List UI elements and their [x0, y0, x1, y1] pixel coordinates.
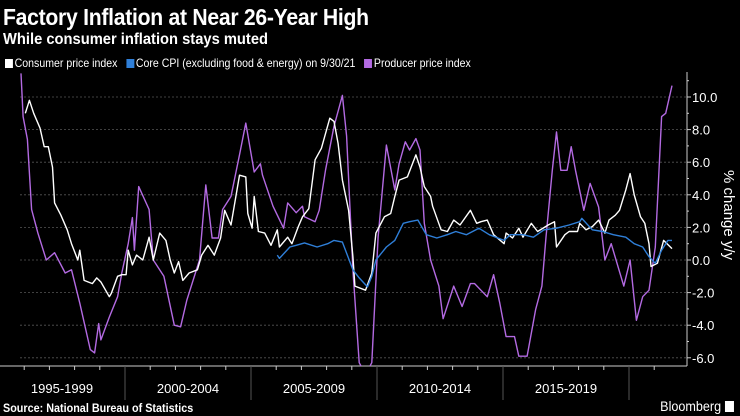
brand: Bloomberg — [660, 398, 734, 414]
axes: 10.0 8.0 6.0 4.0 2.0 0.0 -2.0 -4.0 -6.0 1995-1999… — [0, 72, 717, 400]
chart-subtitle: While consumer inflation stays muted — [3, 31, 269, 48]
source-note: Source: National Bureau of Statistics — [3, 401, 194, 415]
legend-swatch-core-cpi — [126, 58, 135, 68]
gridlines — [20, 96, 687, 359]
y-tick-label: 6.0 — [692, 155, 710, 170]
y-tick-label: 2.0 — [692, 220, 710, 235]
y-tick-label: -2.0 — [692, 286, 714, 301]
y-axis-label: % change y/y — [720, 170, 737, 261]
legend-item-ppi: Producer price index — [364, 56, 471, 70]
brand-name: Bloomberg — [660, 398, 722, 414]
legend: Consumer price index Core CPI (excluding… — [5, 56, 471, 70]
y-tick-label: 10.0 — [692, 90, 717, 105]
core-cpi-line — [276, 217, 672, 288]
x-tick-label: 1995-1999 — [31, 381, 93, 396]
bloomberg-logo-icon — [725, 400, 734, 412]
legend-swatch-ppi — [364, 58, 373, 68]
y-tick-label: -4.0 — [692, 318, 714, 333]
x-tick-label: 2000-2004 — [157, 381, 219, 396]
legend-item-core-cpi: Core CPI (excluding food & energy) on 9/… — [126, 56, 355, 70]
x-tick-label: 2005-2009 — [283, 381, 345, 396]
series-lines — [20, 73, 673, 366]
y-tick-label: -6.0 — [692, 351, 714, 366]
legend-swatch-cpi — [5, 58, 13, 68]
y-tick-label: 0.0 — [692, 253, 710, 268]
x-tick-label: 2010-2014 — [409, 381, 471, 396]
y-tick-label: 8.0 — [692, 123, 710, 138]
legend-label-core-cpi: Core CPI (excluding food & energy) on 9/… — [135, 56, 356, 70]
legend-label-cpi: Consumer price index — [14, 56, 118, 70]
x-tick-label: 2015-2019 — [535, 381, 597, 396]
legend-item-cpi: Consumer price index — [5, 56, 117, 70]
cpi-line — [24, 99, 673, 298]
legend-label-ppi: Producer price index — [373, 56, 471, 70]
chart-title: Factory Inflation at Near 26-Year High — [3, 4, 369, 30]
y-tick-label: 4.0 — [692, 188, 710, 203]
